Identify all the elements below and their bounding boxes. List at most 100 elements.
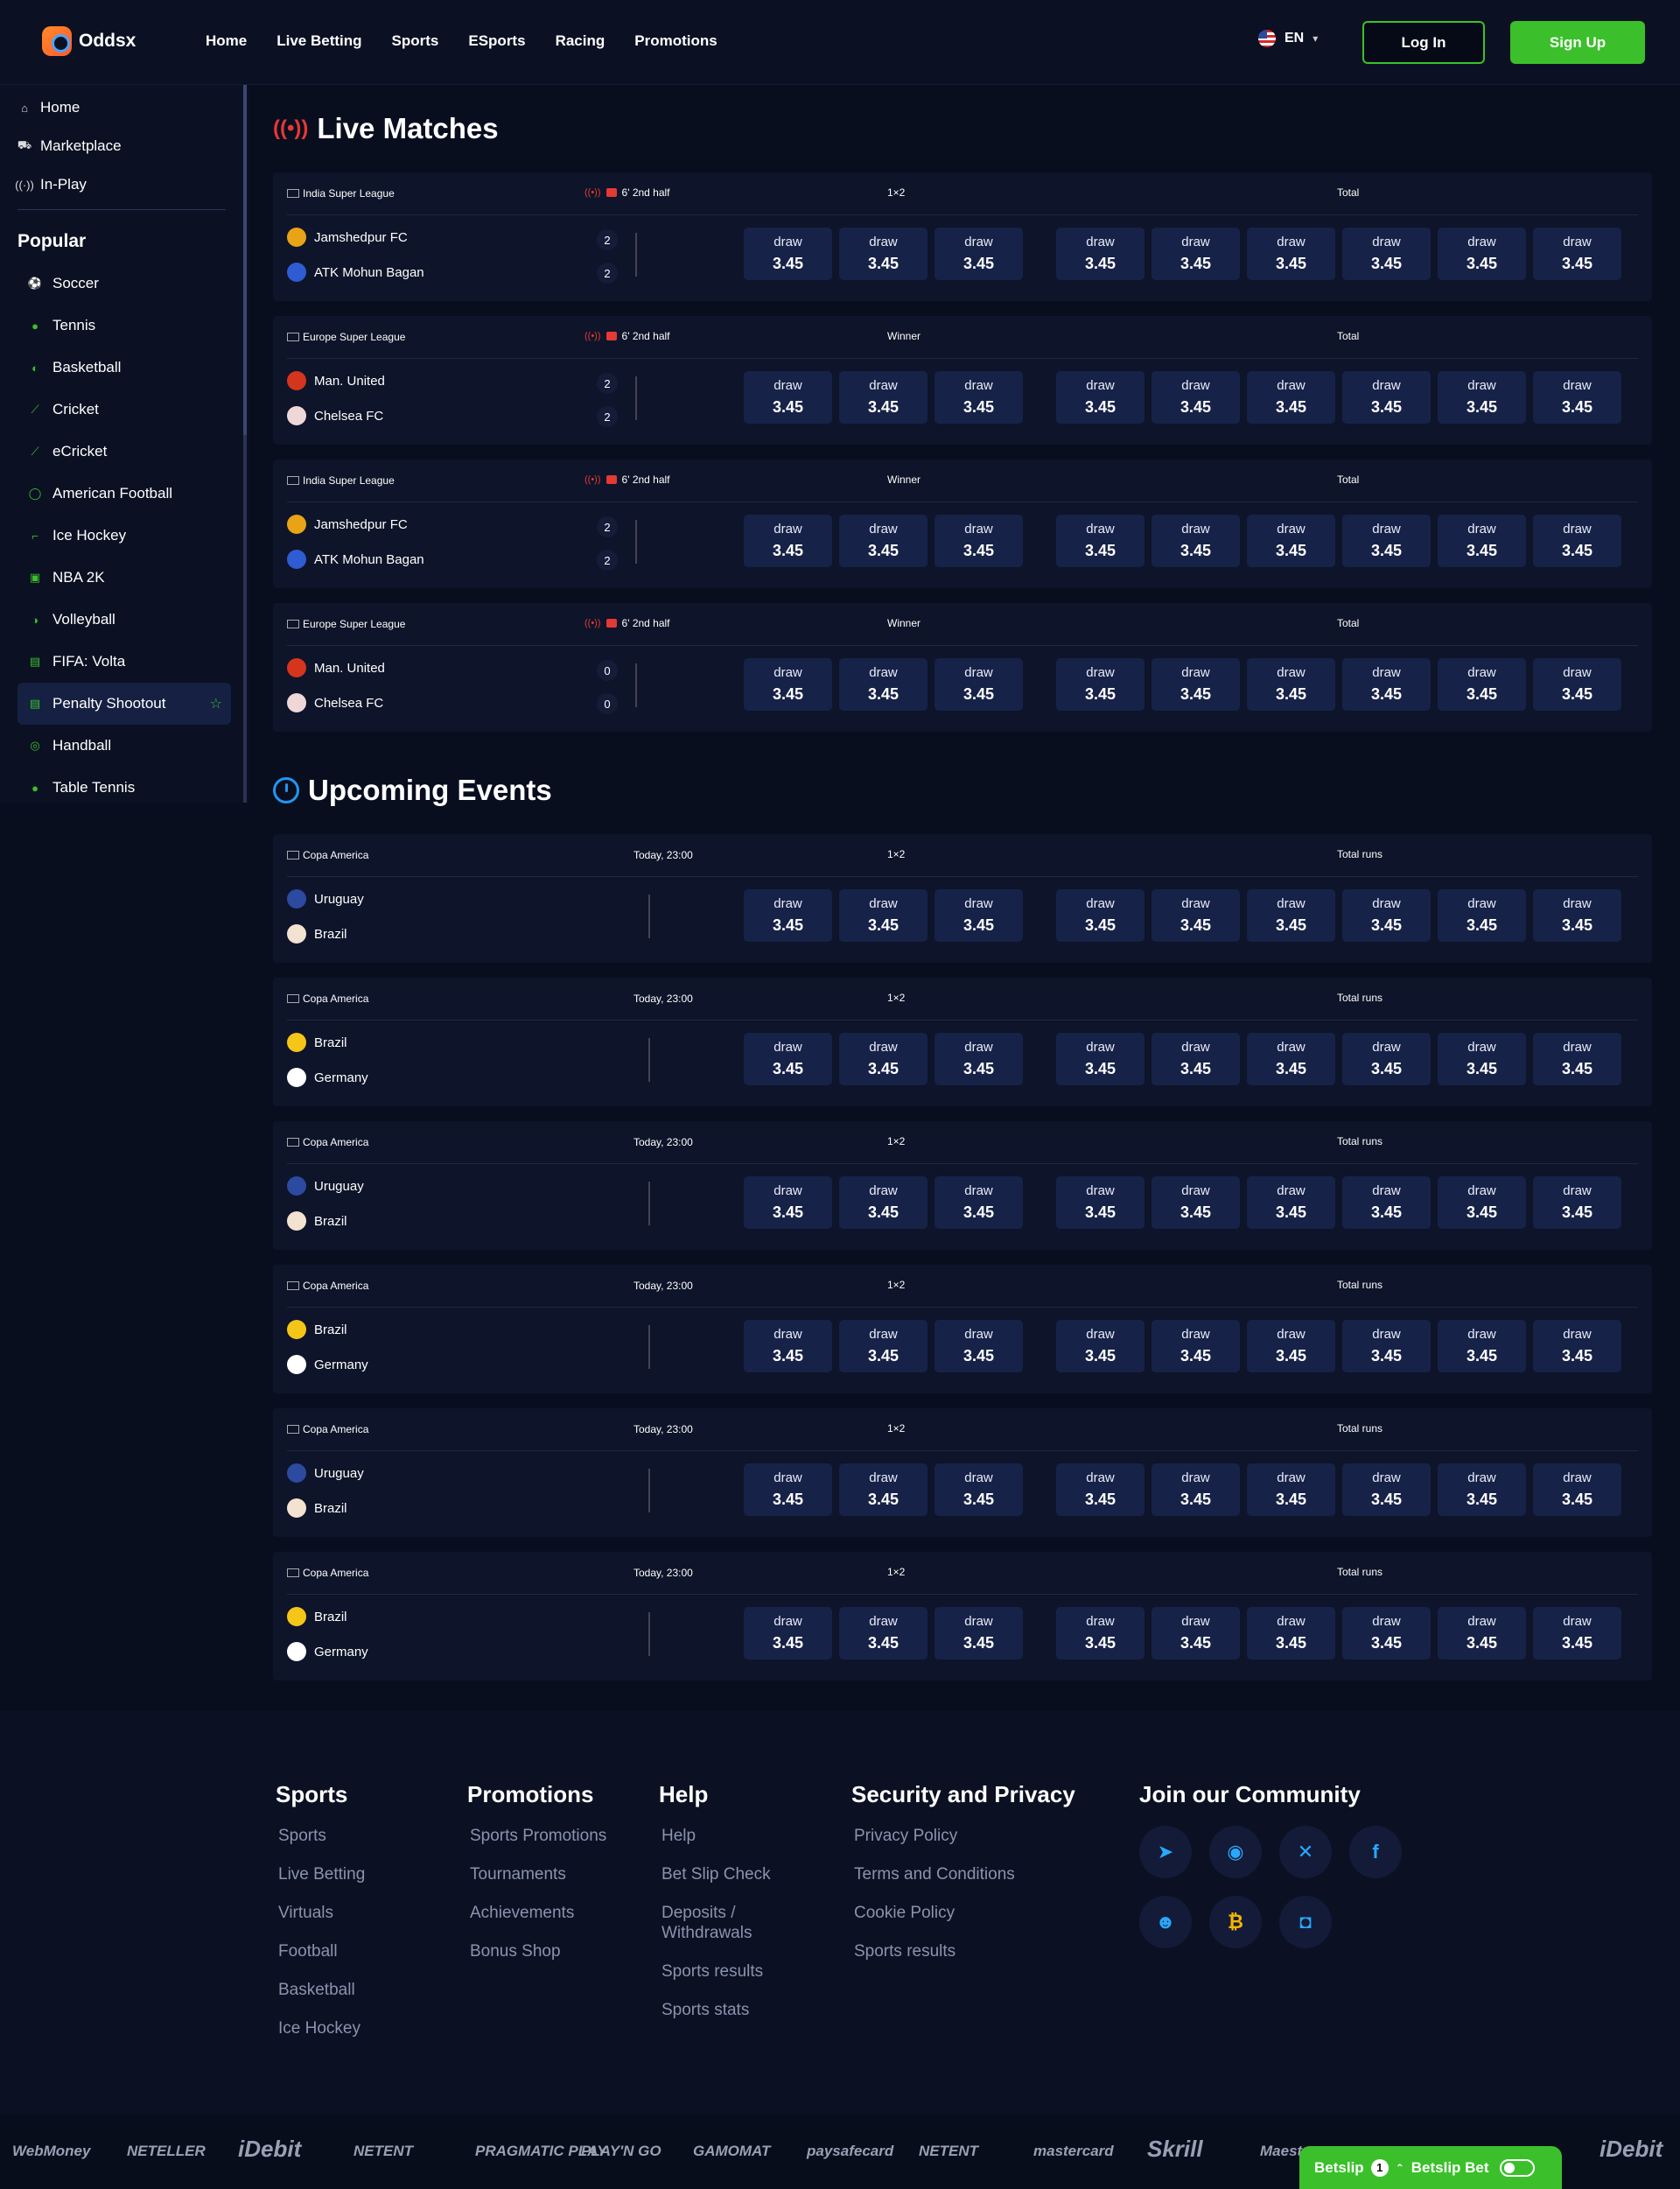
nav-esports[interactable]: ESports xyxy=(468,32,526,49)
footer-link[interactable]: Cookie Policy xyxy=(854,1904,956,1922)
odd-button[interactable]: draw 3.45 xyxy=(1533,1463,1621,1516)
team[interactable]: Man. United xyxy=(287,371,385,390)
team[interactable]: Brazil xyxy=(287,1607,347,1626)
odd-button[interactable]: draw 3.45 xyxy=(744,1033,832,1085)
github-icon[interactable]: ◉ xyxy=(1209,1826,1262,1878)
x-icon[interactable]: ✕ xyxy=(1279,1826,1332,1878)
team[interactable]: Germany xyxy=(287,1642,368,1661)
odd-button[interactable]: draw 3.45 xyxy=(1056,658,1144,711)
odd-button[interactable]: draw 3.45 xyxy=(1152,1607,1240,1659)
odd-button[interactable]: draw 3.45 xyxy=(1247,371,1335,424)
team[interactable]: Chelsea FC xyxy=(287,406,383,425)
odd-button[interactable]: draw 3.45 xyxy=(1438,889,1526,942)
odd-button[interactable]: draw 3.45 xyxy=(1056,1176,1144,1229)
instagram-icon[interactable]: ◘ xyxy=(1279,1896,1332,1948)
team[interactable]: Jamshedpur FC xyxy=(287,228,408,247)
odd-button[interactable]: draw 3.45 xyxy=(1533,1607,1621,1659)
odd-button[interactable]: draw 3.45 xyxy=(1152,1463,1240,1516)
odd-button[interactable]: draw 3.45 xyxy=(1533,515,1621,567)
nav-home[interactable]: Home xyxy=(206,32,248,49)
odd-button[interactable]: draw 3.45 xyxy=(1438,515,1526,567)
odd-button[interactable]: draw 3.45 xyxy=(1438,658,1526,711)
team[interactable]: Uruguay xyxy=(287,1463,364,1483)
odd-button[interactable]: draw 3.45 xyxy=(1533,1033,1621,1085)
footer-link[interactable]: Bet Slip Check xyxy=(662,1865,771,1884)
odd-button[interactable]: draw 3.45 xyxy=(839,515,928,567)
footer-link[interactable]: Deposits / Withdrawals xyxy=(662,1904,752,1942)
footer-link[interactable]: Basketball xyxy=(278,1981,355,1999)
sport-table-tennis[interactable]: ● Table Tennis xyxy=(18,767,231,809)
nav-promotions[interactable]: Promotions xyxy=(634,32,718,49)
odd-button[interactable]: draw 3.45 xyxy=(1247,1320,1335,1372)
betslip-toggle[interactable] xyxy=(1499,2158,1535,2177)
odd-button[interactable]: draw 3.45 xyxy=(839,1033,928,1085)
odd-button[interactable]: draw 3.45 xyxy=(1533,371,1621,424)
odd-button[interactable]: draw 3.45 xyxy=(1056,515,1144,567)
odd-button[interactable]: draw 3.45 xyxy=(839,889,928,942)
team[interactable]: Uruguay xyxy=(287,1176,364,1196)
login-button[interactable]: Log In xyxy=(1362,21,1485,64)
facebook-icon[interactable]: f xyxy=(1349,1826,1402,1878)
odd-button[interactable]: draw 3.45 xyxy=(1438,371,1526,424)
odd-button[interactable]: draw 3.45 xyxy=(1056,371,1144,424)
odd-button[interactable]: draw 3.45 xyxy=(744,1320,832,1372)
sidebar-scrollbar[interactable] xyxy=(243,85,247,803)
odd-button[interactable]: draw 3.45 xyxy=(934,1463,1023,1516)
betslip-bar[interactable]: Betslip 1 ⌃ Betslip Bet xyxy=(1299,2146,1562,2189)
footer-link[interactable]: Live Betting xyxy=(278,1865,366,1884)
odd-button[interactable]: draw 3.45 xyxy=(1342,889,1431,942)
odd-button[interactable]: draw 3.45 xyxy=(1247,1176,1335,1229)
odd-button[interactable]: draw 3.45 xyxy=(1247,889,1335,942)
sport-cricket[interactable]: ⟋ Cricket xyxy=(18,389,231,431)
sport-ice-hockey[interactable]: ⌐ Ice Hockey xyxy=(18,515,231,557)
sidebar-item-marketplace[interactable]: ⛟ Marketplace xyxy=(18,127,248,165)
odd-button[interactable]: draw 3.45 xyxy=(1533,1320,1621,1372)
odd-button[interactable]: draw 3.45 xyxy=(934,1320,1023,1372)
bitcoin-icon[interactable]: ₿ xyxy=(1209,1896,1262,1948)
video-icon[interactable] xyxy=(606,475,617,484)
sport-tennis[interactable]: ● Tennis xyxy=(18,305,231,347)
signup-button[interactable]: Sign Up xyxy=(1510,21,1645,64)
telegram-icon[interactable]: ➤ xyxy=(1139,1826,1192,1878)
odd-button[interactable]: draw 3.45 xyxy=(839,371,928,424)
odd-button[interactable]: draw 3.45 xyxy=(1342,515,1431,567)
odd-button[interactable]: draw 3.45 xyxy=(1533,1176,1621,1229)
team[interactable]: Brazil xyxy=(287,1033,347,1052)
odd-button[interactable]: draw 3.45 xyxy=(1342,1320,1431,1372)
odd-button[interactable]: draw 3.45 xyxy=(1342,228,1431,280)
odd-button[interactable]: draw 3.45 xyxy=(1152,1176,1240,1229)
logo[interactable]: Oddsx xyxy=(42,26,136,56)
footer-link[interactable]: Help xyxy=(662,1827,696,1845)
discord-icon[interactable]: ☻ xyxy=(1139,1896,1192,1948)
team[interactable]: Man. United xyxy=(287,658,385,677)
odd-button[interactable]: draw 3.45 xyxy=(1533,889,1621,942)
nav-sports[interactable]: Sports xyxy=(391,32,439,49)
sport-american-football[interactable]: ◯ American Football xyxy=(18,473,231,515)
odd-button[interactable]: draw 3.45 xyxy=(1247,1033,1335,1085)
odd-button[interactable]: draw 3.45 xyxy=(1152,1320,1240,1372)
odd-button[interactable]: draw 3.45 xyxy=(1247,658,1335,711)
odd-button[interactable]: draw 3.45 xyxy=(1342,1033,1431,1085)
odd-button[interactable]: draw 3.45 xyxy=(1438,228,1526,280)
odd-button[interactable]: draw 3.45 xyxy=(934,228,1023,280)
odd-button[interactable]: draw 3.45 xyxy=(1247,1607,1335,1659)
sport-basketball[interactable]: ◐ Basketball xyxy=(18,347,231,389)
sidebar-item-in-play[interactable]: ((·)) In-Play xyxy=(15,165,248,204)
odd-button[interactable]: draw 3.45 xyxy=(934,658,1023,711)
footer-link[interactable]: Sports results xyxy=(854,1942,956,1961)
nav-live-betting[interactable]: Live Betting xyxy=(276,32,362,49)
video-icon[interactable] xyxy=(606,332,617,340)
footer-link[interactable]: Terms and Conditions xyxy=(854,1865,1015,1884)
video-icon[interactable] xyxy=(606,619,617,628)
sport-ecricket[interactable]: ⟋ eCricket xyxy=(18,431,231,473)
odd-button[interactable]: draw 3.45 xyxy=(1056,889,1144,942)
team[interactable]: Brazil xyxy=(287,924,347,944)
odd-button[interactable]: draw 3.45 xyxy=(1152,371,1240,424)
odd-button[interactable]: draw 3.45 xyxy=(1342,1463,1431,1516)
odd-button[interactable]: draw 3.45 xyxy=(1056,1033,1144,1085)
odd-button[interactable]: draw 3.45 xyxy=(1247,1463,1335,1516)
odd-button[interactable]: draw 3.45 xyxy=(1342,1176,1431,1229)
odd-button[interactable]: draw 3.45 xyxy=(1438,1463,1526,1516)
team[interactable]: Chelsea FC xyxy=(287,693,383,712)
footer-link[interactable]: Virtuals xyxy=(278,1904,334,1922)
